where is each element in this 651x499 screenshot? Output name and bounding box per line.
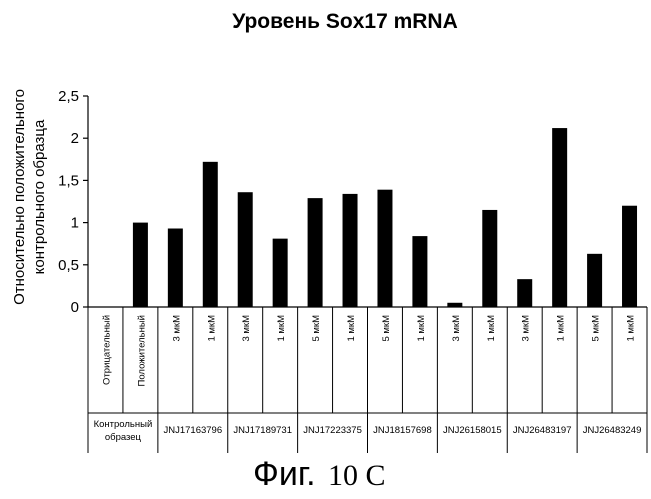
y-axis-label-line-1: Относительно положительного	[11, 89, 28, 305]
y-tick-label: 0	[71, 299, 79, 316]
x-category-label: 3 мкМ	[171, 315, 182, 342]
y-tick-label: 2	[71, 130, 79, 147]
bar	[447, 303, 462, 307]
figure-caption: Фиг. 10 C	[253, 455, 386, 493]
x-group-label: Контрольный	[94, 419, 153, 430]
bar	[587, 254, 602, 307]
x-axis-categories: Отрицательный Положительный 3 мкМ 1 мкМ 3 мк…	[101, 307, 636, 413]
x-group-label: JNJ18157698	[373, 425, 432, 436]
x-category-label: 1 мкМ	[346, 315, 357, 342]
bar	[203, 162, 218, 307]
x-category-label: Положительный	[136, 315, 147, 386]
bar	[308, 198, 323, 307]
chart-title: Уровень Sox17 mRNA	[232, 10, 458, 33]
bar	[168, 229, 183, 307]
x-category-label: 3 мкМ	[241, 315, 252, 342]
y-tick-label: 0,5	[58, 257, 79, 274]
x-category-label: 1 мкМ	[276, 315, 287, 342]
x-group-label: образец	[105, 432, 142, 443]
x-group-label: JNJ17223375	[303, 425, 362, 436]
x-category-label: 3 мкМ	[521, 315, 532, 342]
bar	[412, 236, 427, 307]
bar	[517, 279, 532, 307]
bar	[552, 128, 567, 307]
x-category-label: 3 мкМ	[451, 315, 462, 342]
x-axis-groups: Контрольный образец JNJ17163796 JNJ17189731…	[94, 413, 642, 453]
x-category-label: 1 мкМ	[626, 315, 637, 342]
x-category-label: Отрицательный	[101, 315, 112, 385]
x-category-label: 1 мкМ	[486, 315, 497, 342]
x-group-label: JNJ17189731	[233, 425, 292, 436]
x-category-label: 5 мкМ	[591, 315, 602, 342]
bar	[273, 239, 288, 307]
x-group-label: JNJ26158015	[443, 425, 502, 436]
y-axis-label-line-2: контрольного образца	[31, 119, 48, 274]
x-category-label: 5 мкМ	[381, 315, 392, 342]
bar-series	[133, 128, 637, 307]
figure-caption-number: 10 C	[328, 459, 386, 492]
x-group-label: JNJ26483197	[513, 425, 572, 436]
y-axis-ticks: 0 0,5 1 1,5 2 2,5	[58, 88, 88, 316]
x-category-label: 1 мкМ	[206, 315, 217, 342]
bar	[377, 190, 392, 307]
bar	[133, 223, 148, 307]
x-category-label: 1 мкМ	[556, 315, 567, 342]
y-tick-label: 1,5	[58, 172, 79, 189]
bar	[482, 210, 497, 307]
y-axis-label: Относительно положительного контрольного…	[11, 89, 48, 305]
x-category-label: 5 мкМ	[311, 315, 322, 342]
bar	[622, 206, 637, 307]
y-tick-label: 2,5	[58, 88, 79, 105]
y-tick-label: 1	[71, 215, 79, 232]
bar	[238, 192, 253, 307]
x-category-label: 1 мкМ	[416, 315, 427, 342]
x-group-label: JNJ17163796	[163, 425, 222, 436]
figure-caption-prefix: Фиг.	[253, 455, 316, 493]
bar	[343, 194, 358, 307]
x-group-label: JNJ26483249	[583, 425, 642, 436]
